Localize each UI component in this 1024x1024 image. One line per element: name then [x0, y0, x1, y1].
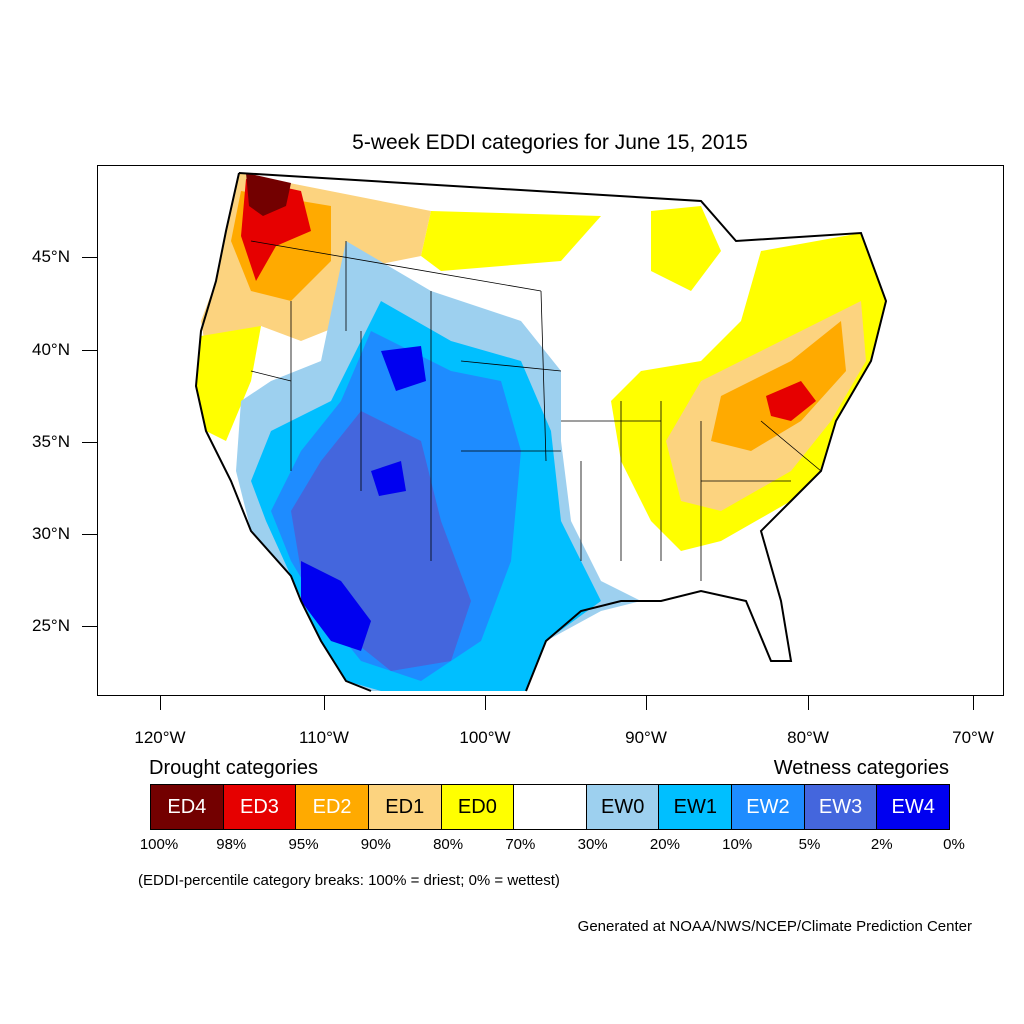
legend-swatch-ed0: ED0 [441, 785, 515, 829]
legend-swatch-ed3: ED3 [223, 785, 297, 829]
wetness-ew4-colorado [381, 346, 426, 391]
category-note: (EDDI-percentile category breaks: 100% =… [138, 872, 560, 889]
drought-ed0-great-lakes [651, 206, 721, 291]
drought-ed3-east [766, 381, 816, 421]
eddi-map [97, 165, 1004, 696]
map-title: 5-week EDDI categories for June 15, 2015 [352, 131, 748, 154]
lat-tick [82, 626, 97, 627]
drought-ed4-washington [246, 173, 291, 216]
legend-swatch-ew0: EW0 [586, 785, 660, 829]
legend-swatch-ew1: EW1 [659, 785, 733, 829]
lon-tick [808, 696, 809, 710]
drought-ed0-california [196, 326, 261, 441]
lon-tick [160, 696, 161, 710]
lat-label-35n: 35°N [32, 432, 70, 451]
percentile-break-label: 80% [433, 836, 464, 853]
lat-tick [82, 350, 97, 351]
drought-ed2-east [711, 321, 846, 451]
legend-swatch-ed4: ED4 [151, 785, 224, 829]
percentile-break-label: 2% [870, 836, 893, 853]
state-borders [250, 240, 822, 581]
lon-label-80w: 80°W [787, 728, 829, 747]
us-coastline [194, 172, 888, 692]
lat-label-25n: 25°N [32, 616, 70, 635]
percentile-break-label: 0% [943, 836, 965, 853]
lon-label-110w: 110°W [299, 728, 349, 747]
lat-label-45n: 45°N [32, 247, 70, 266]
lon-tick [973, 696, 974, 710]
legend-swatch-ew2: EW2 [732, 785, 805, 829]
legend-swatch-near-normal [514, 785, 587, 829]
wetness-categories-heading: Wetness categories [773, 757, 949, 779]
percentile-break-label: 10% [722, 836, 753, 853]
legend-swatch-ew4: EW4 [877, 785, 950, 829]
lon-tick [646, 696, 647, 710]
lon-label-120w: 120°W [134, 728, 186, 747]
percentile-break-label: 90% [360, 836, 391, 853]
percentile-break-label: 95% [288, 836, 319, 853]
wetness-ew4 [301, 561, 371, 651]
legend-swatch-ew3: EW3 [804, 785, 878, 829]
lat-tick [82, 534, 97, 535]
lon-label-100w: 100°W [459, 728, 511, 747]
percentile-break-label: 100% [139, 836, 179, 853]
credit-line: Generated at NOAA/NWS/NCEP/Climate Predi… [577, 918, 972, 935]
lon-label-70w: 70°W [952, 728, 994, 747]
percentile-break-label: 5% [798, 836, 821, 853]
wetness-ew4-new-mexico [371, 461, 406, 496]
legend-swatch-ed1: ED1 [368, 785, 442, 829]
lat-label-40n: 40°N [32, 340, 70, 359]
percentile-break-label: 98% [216, 836, 247, 853]
drought-categories-heading: Drought categories [149, 757, 318, 779]
drought-ed0-northern-tier [421, 211, 601, 271]
percentile-break-label: 30% [577, 836, 608, 853]
percentile-break-label: 70% [505, 836, 536, 853]
lon-label-90w: 90°W [625, 728, 667, 747]
eddi-map-canvas [194, 172, 888, 692]
lat-tick [82, 442, 97, 443]
lat-label-30n: 30°N [32, 524, 70, 543]
lat-tick [82, 257, 97, 258]
lon-tick [485, 696, 486, 710]
lon-tick [324, 696, 325, 710]
legend-swatch-ed2: ED2 [296, 785, 369, 829]
percentile-break-label: 20% [649, 836, 680, 853]
category-legend: ED4 ED3 ED2 ED1 ED0 EW0 EW1 EW2 EW3 EW4 [150, 784, 950, 830]
